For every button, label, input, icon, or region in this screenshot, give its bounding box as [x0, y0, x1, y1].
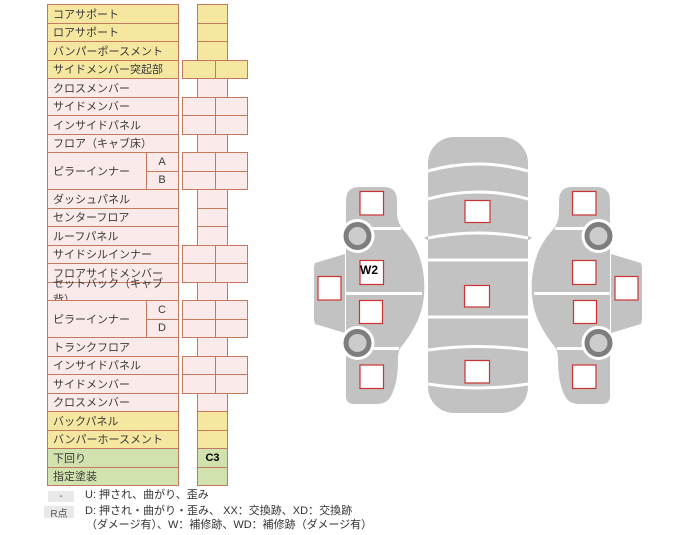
part-label: ロアサポート — [47, 22, 179, 42]
part-label: インサイドパネル — [47, 355, 179, 375]
part-label: クロスメンバー — [47, 392, 179, 412]
grid-cell[interactable] — [182, 170, 216, 190]
damage-marker[interactable] — [464, 359, 491, 384]
part-sublabel: D — [145, 318, 179, 338]
grid-cell[interactable] — [214, 115, 248, 135]
grid-cell[interactable] — [214, 263, 248, 283]
grid-cell[interactable] — [182, 59, 216, 79]
bumper-line — [427, 162, 529, 173]
grid-cell[interactable] — [197, 411, 228, 431]
part-label: コアサポート — [47, 4, 179, 24]
grid-cell[interactable] — [182, 263, 216, 283]
grid-cell[interactable] — [182, 318, 216, 338]
windshield-line — [427, 231, 529, 240]
grid-cell[interactable] — [214, 96, 248, 116]
grid-cell[interactable] — [214, 59, 248, 79]
grid-cell[interactable] — [214, 300, 248, 320]
center-car-top-view — [424, 137, 532, 413]
grid-cell[interactable] — [182, 244, 216, 264]
hood-line — [427, 190, 529, 201]
grid-cell[interactable] — [197, 337, 228, 357]
part-label: ピラーインナー — [47, 152, 147, 190]
part-label: サイドメンバー突起部 — [47, 59, 179, 79]
part-label: トランクフロア — [47, 337, 179, 357]
legend-key-minus: - — [48, 491, 74, 502]
part-label: バックパネル — [47, 411, 179, 431]
part-label: ダッシュパネル — [47, 189, 179, 209]
part-label: クロスメンバー — [47, 78, 179, 98]
damage-marker[interactable] — [463, 284, 491, 308]
vehicle-diagram: W2 — [312, 137, 644, 413]
part-label: ルーフパネル — [47, 226, 179, 246]
part-label: サイドシルインナー — [47, 244, 179, 264]
part-label: セットバック（キャブ背） — [47, 278, 179, 306]
grid-cell[interactable] — [214, 318, 248, 338]
part-label: バンパーホースメント — [47, 429, 179, 449]
grid-cell[interactable] — [197, 392, 228, 412]
damage-marker[interactable] — [464, 199, 491, 224]
left-car-side-view — [312, 185, 426, 406]
grid-cell[interactable] — [182, 96, 216, 116]
grid-cell[interactable] — [214, 374, 248, 394]
grid-cell[interactable] — [197, 78, 228, 98]
grid-cell[interactable] — [214, 355, 248, 375]
grid-cell[interactable] — [197, 226, 228, 246]
right-car-side-view — [530, 185, 644, 406]
grid-cell[interactable] — [182, 115, 216, 135]
part-label: ピラーインナー — [47, 300, 147, 338]
part-label: 指定塗装 — [47, 466, 179, 486]
grid-cell[interactable] — [197, 281, 228, 301]
legend-key-rten: R点 — [44, 506, 74, 520]
grid-cell[interactable] — [197, 207, 228, 227]
grid-cell[interactable] — [214, 170, 248, 190]
legend-text-d: D: 押され・曲がり・歪み、 XX：交換跡、XD：交換跡 — [85, 505, 353, 517]
grid-cell[interactable] — [182, 355, 216, 375]
grid-cell[interactable] — [214, 244, 248, 264]
grid-cell[interactable] — [197, 189, 228, 209]
part-sublabel: C — [145, 300, 179, 320]
grid-cell[interactable] — [182, 300, 216, 320]
grid-cell[interactable] — [197, 429, 228, 449]
grid-cell[interactable] — [197, 466, 228, 486]
grid-cell[interactable]: C3 — [197, 448, 228, 468]
rear-window-line — [427, 345, 529, 352]
grid-cell[interactable] — [197, 133, 228, 153]
grid-cell[interactable] — [214, 152, 248, 172]
part-label: インサイドパネル — [47, 115, 179, 135]
part-label: フロア（キャブ床） — [47, 133, 179, 153]
part-label: バンパーポースメント — [47, 41, 179, 61]
part-label: センターフロア — [47, 207, 179, 227]
part-sublabel: B — [145, 170, 179, 190]
trunk-line — [427, 382, 529, 390]
grid-cell[interactable] — [197, 4, 228, 24]
grid-cell[interactable] — [197, 22, 228, 42]
part-sublabel: A — [145, 152, 179, 172]
legend-text-d2: （ダメージ有）、W：補修跡、WD：補修跡（ダメージ有） — [86, 519, 373, 531]
part-label: 下回り — [47, 448, 179, 468]
grid-cell[interactable] — [197, 41, 228, 61]
grid-cell[interactable] — [182, 152, 216, 172]
legend-text-u: U: 押され、曲がり、歪み — [85, 489, 209, 501]
part-label: フロアサイドメンバー — [47, 263, 179, 283]
part-label: サイドメンバー — [47, 96, 179, 116]
grid-cell[interactable] — [182, 374, 216, 394]
marker-label-w2: W2 — [360, 263, 378, 277]
part-label: サイドメンバー — [47, 374, 179, 394]
